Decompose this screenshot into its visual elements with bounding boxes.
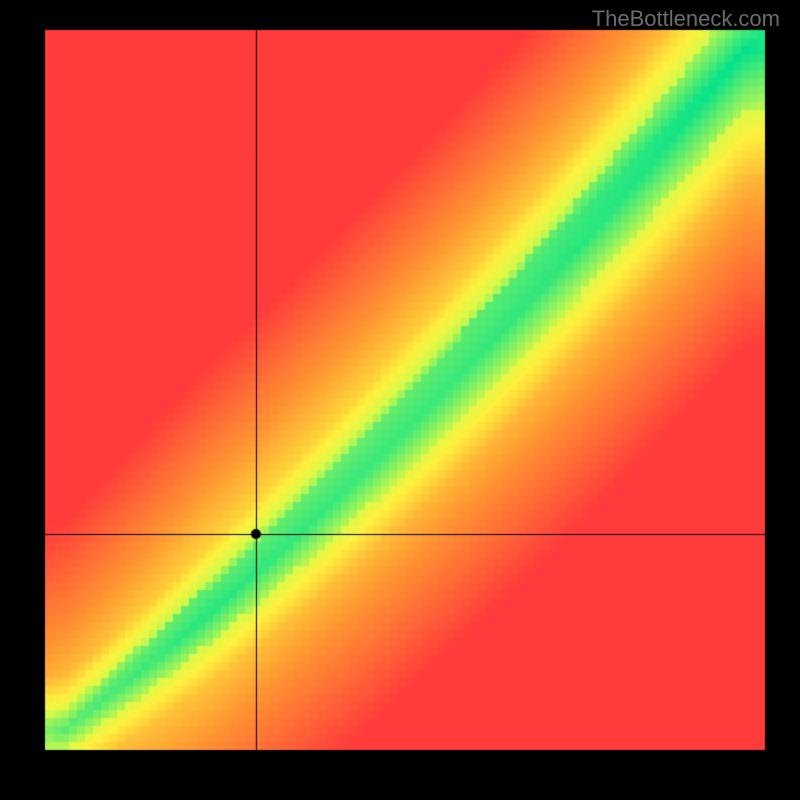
heatmap-canvas: [0, 0, 800, 800]
watermark-text: TheBottleneck.com: [592, 6, 780, 32]
chart-container: TheBottleneck.com: [0, 0, 800, 800]
